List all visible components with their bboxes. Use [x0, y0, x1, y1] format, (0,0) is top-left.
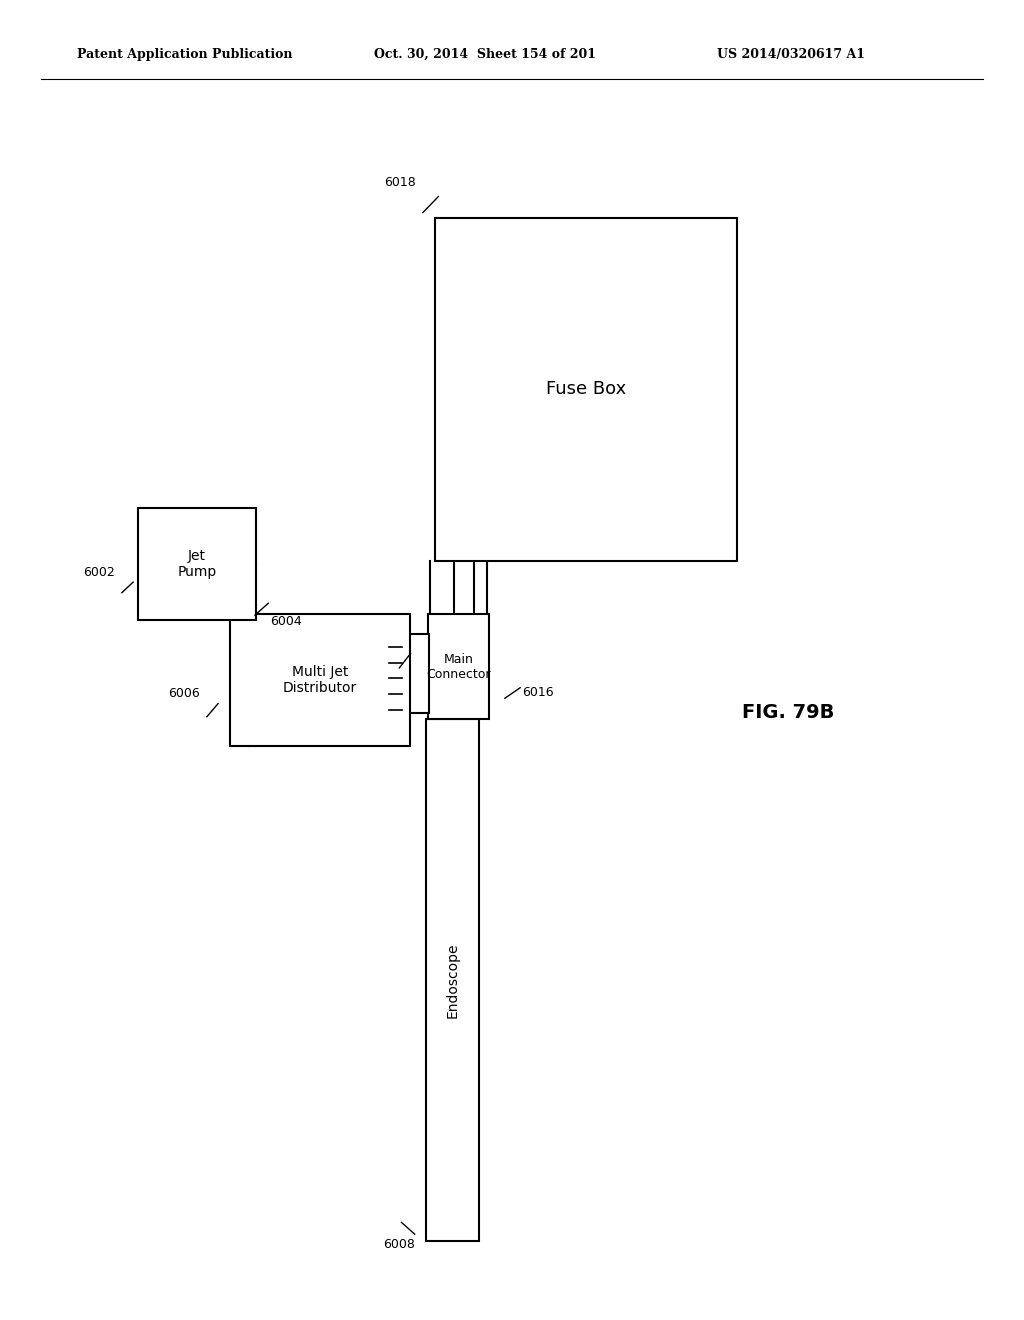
Bar	[426, 719, 479, 1241]
Text: Patent Application Publication: Patent Application Publication	[77, 48, 292, 61]
Text: 6016: 6016	[522, 686, 554, 700]
Text: 6008: 6008	[383, 1238, 416, 1251]
Bar	[435, 218, 737, 561]
Text: 6020: 6020	[362, 673, 394, 686]
Text: Main
Connector: Main Connector	[427, 652, 490, 681]
Text: 6004: 6004	[270, 615, 302, 628]
Text: US 2014/0320617 A1: US 2014/0320617 A1	[717, 48, 865, 61]
Text: Endoscope: Endoscope	[445, 942, 460, 1018]
Bar	[428, 614, 489, 719]
Text: Multi Jet
Distributor: Multi Jet Distributor	[283, 665, 357, 694]
Text: Jet
Pump: Jet Pump	[177, 549, 217, 579]
Text: 6018: 6018	[384, 176, 416, 189]
Bar	[138, 508, 256, 620]
Text: Oct. 30, 2014  Sheet 154 of 201: Oct. 30, 2014 Sheet 154 of 201	[374, 48, 596, 61]
Bar	[230, 614, 410, 746]
Bar	[404, 634, 429, 713]
Text: Fuse Box: Fuse Box	[546, 380, 627, 399]
Text: FIG. 79B: FIG. 79B	[742, 704, 835, 722]
Text: 6002: 6002	[83, 566, 115, 579]
Text: 6006: 6006	[168, 686, 200, 700]
